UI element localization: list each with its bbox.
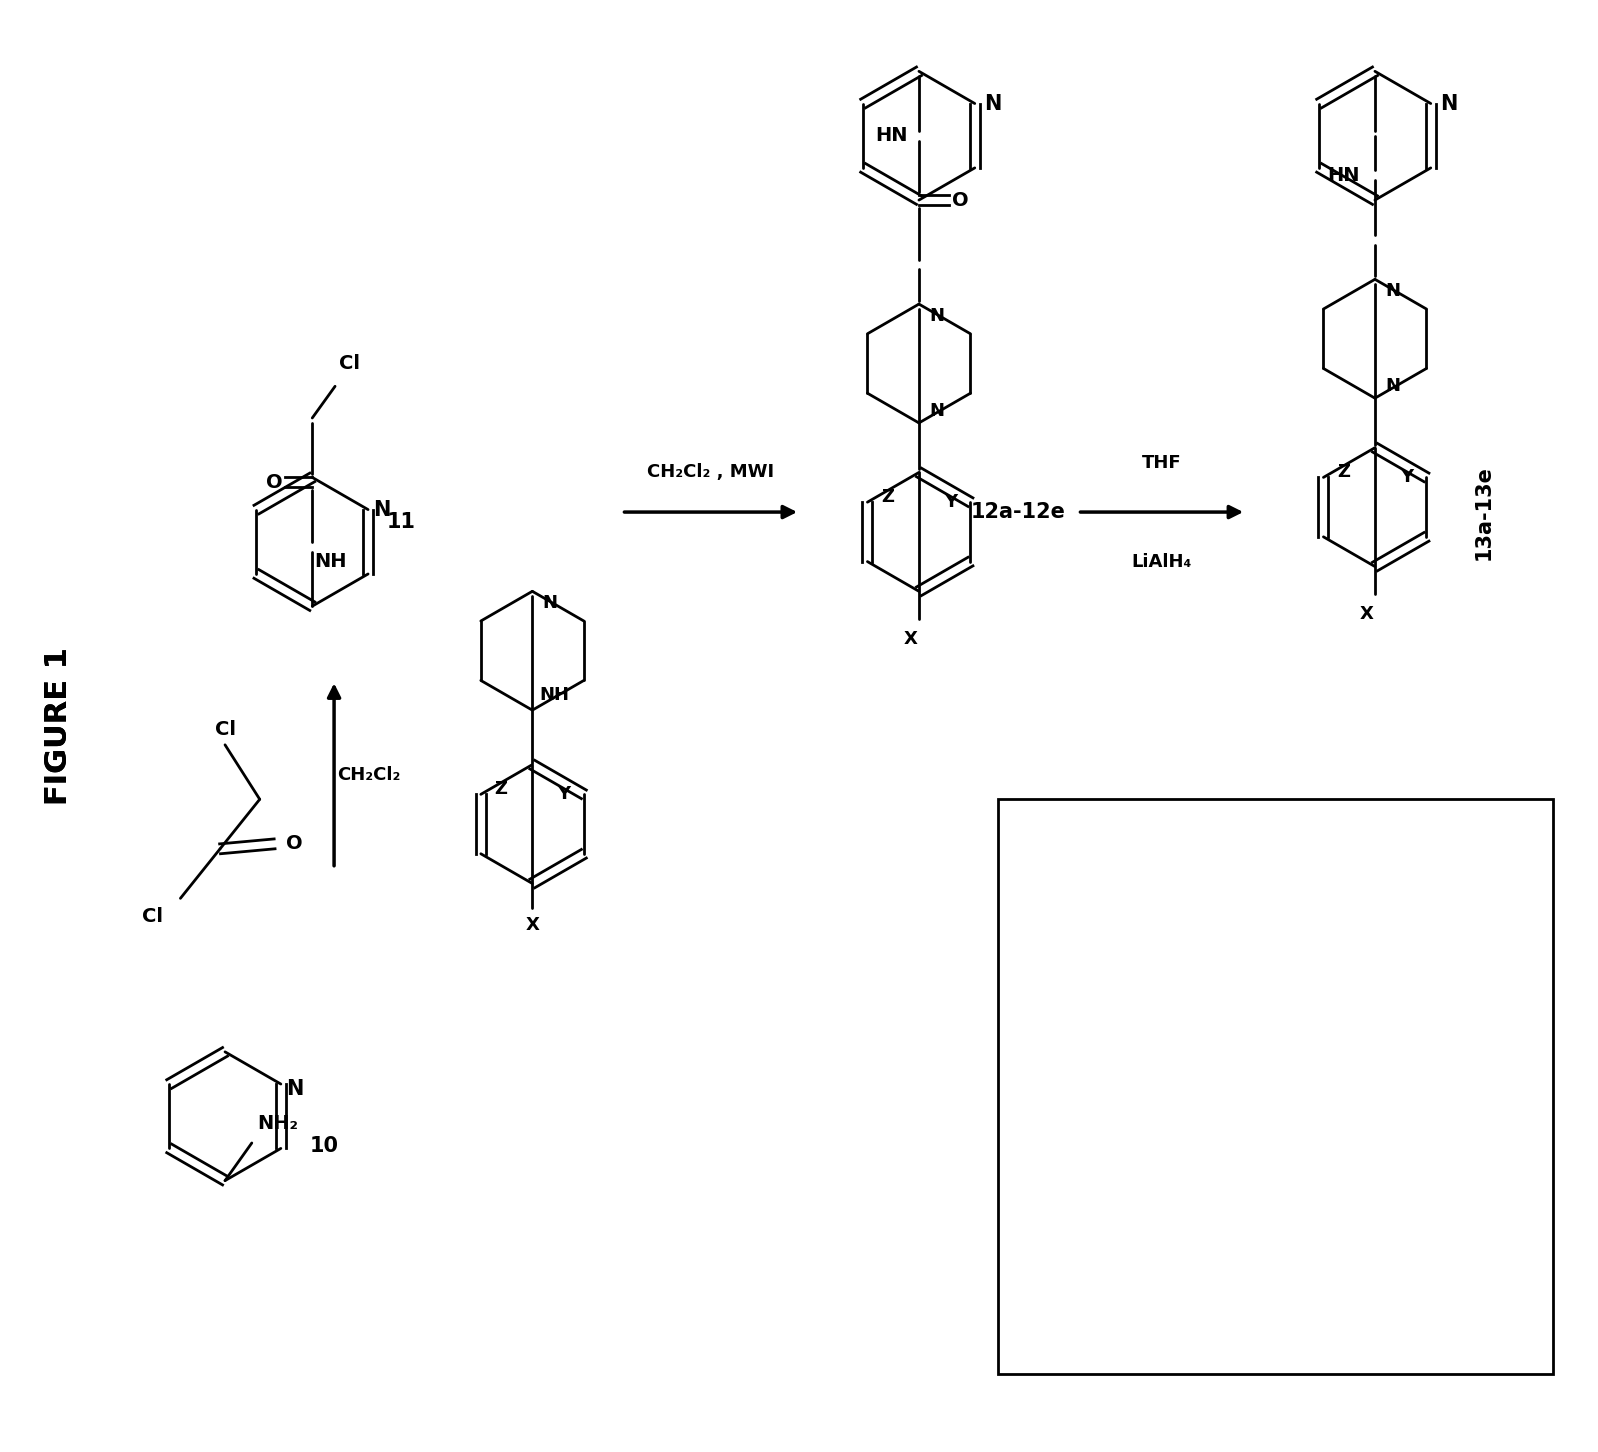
Text: HN: HN <box>876 126 908 145</box>
Text: N: N <box>543 594 558 613</box>
Text: Cl: Cl <box>339 354 361 373</box>
Text: N: N <box>930 402 944 420</box>
Text: 13a-13e: 13a-13e <box>1473 465 1494 559</box>
Text: HN: HN <box>1326 166 1360 184</box>
Text: X: X <box>526 916 539 934</box>
Text: Y: Y <box>944 494 957 511</box>
Text: O: O <box>267 473 283 492</box>
Text: N: N <box>374 499 390 520</box>
Text: CH₂Cl₂ , MWI: CH₂Cl₂ , MWI <box>647 463 775 482</box>
Text: X: X <box>904 630 917 648</box>
Text: X: X <box>1360 605 1374 623</box>
Text: 12a-12e: 12a-12e <box>970 502 1066 523</box>
Text: NH₂: NH₂ <box>257 1114 299 1133</box>
Text: 12b, 13b: X, Y, Z = OCH₃, CH, CH: 12b, 13b: X, Y, Z = OCH₃, CH, CH <box>1170 948 1184 1224</box>
Text: N: N <box>984 93 1002 113</box>
Text: FIGURE 1: FIGURE 1 <box>45 648 74 804</box>
Text: 12a, 13a: X,Y,Z=H,  -OCH₃, CH: 12a, 13a: X,Y,Z=H, -OCH₃, CH <box>1071 960 1085 1214</box>
Text: NH: NH <box>313 552 347 571</box>
Text: NH: NH <box>539 687 569 704</box>
Text: Cl: Cl <box>142 906 163 926</box>
Text: O: O <box>952 190 968 209</box>
Text: LiAlH₄: LiAlH₄ <box>1131 553 1192 571</box>
Text: Y: Y <box>1400 469 1413 486</box>
Text: 12e, 13e: X, Y, Z = H, N, N: 12e, 13e: X, Y, Z = H, N, N <box>1467 976 1481 1198</box>
Text: FIGURE 1: FIGURE 1 <box>45 648 74 804</box>
Text: Z: Z <box>1338 463 1350 482</box>
Text: 10: 10 <box>310 1135 339 1156</box>
Text: N: N <box>1385 282 1400 301</box>
Text: N: N <box>1440 93 1457 113</box>
Text: 11: 11 <box>387 513 415 531</box>
Text: N: N <box>930 306 944 325</box>
Text: 12c, 13c: X, Y, Z = H₂, -Cl, CH: 12c, 13c: X, Y, Z = H₂, -Cl, CH <box>1269 963 1283 1210</box>
Text: O: O <box>286 835 302 854</box>
Text: CH₂Cl₂: CH₂Cl₂ <box>337 765 401 784</box>
Text: Z: Z <box>880 488 893 507</box>
Text: THF: THF <box>1143 453 1181 472</box>
Bar <box>999 799 1553 1374</box>
Text: 12d, 13d: X, Y, Z = H, N, CH: 12d, 13d: X, Y, Z = H, N, CH <box>1368 970 1382 1204</box>
Text: N: N <box>1385 378 1400 395</box>
Text: N: N <box>286 1079 304 1099</box>
Text: Cl: Cl <box>214 720 235 739</box>
Text: Z: Z <box>494 780 507 799</box>
Text: Y: Y <box>558 786 570 803</box>
